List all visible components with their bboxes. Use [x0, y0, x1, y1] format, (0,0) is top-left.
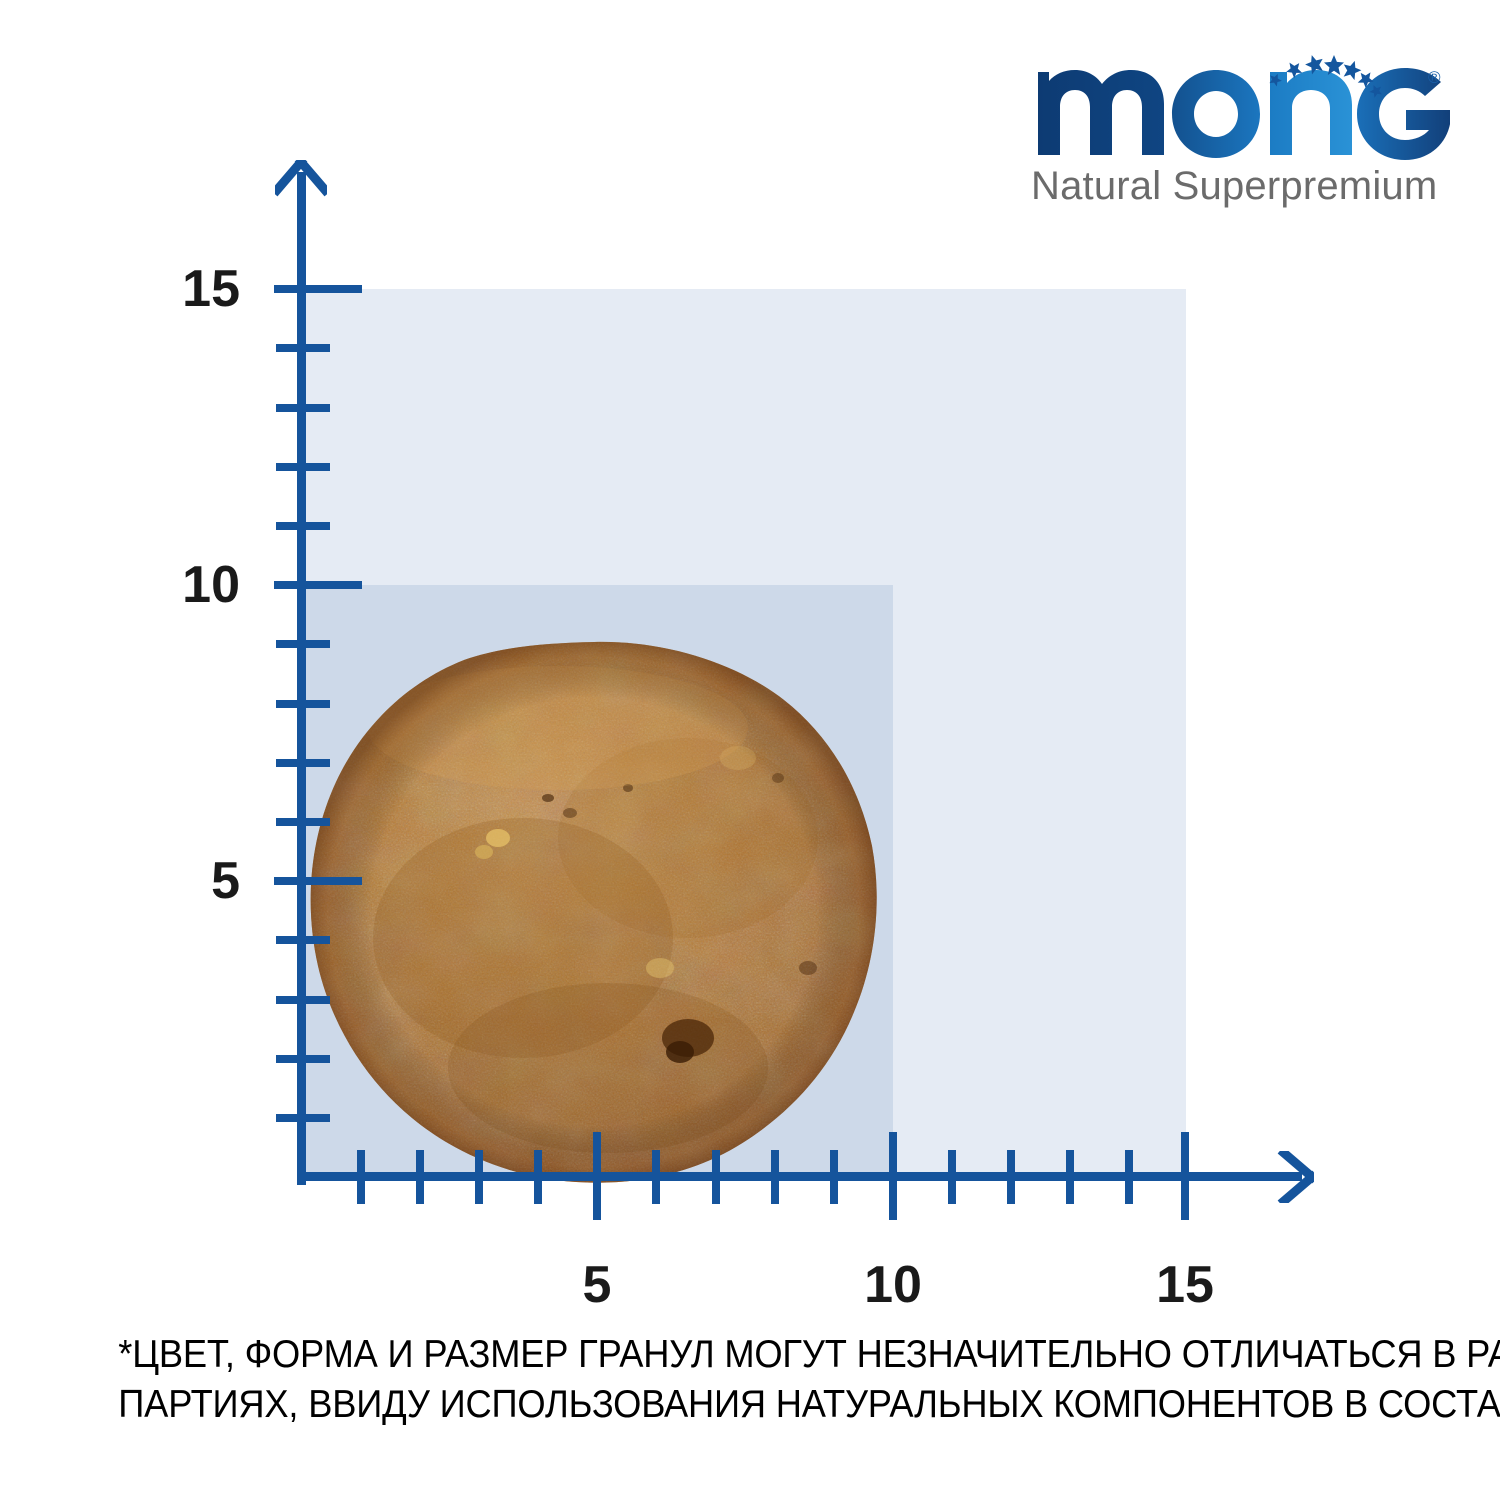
- kibble-sample-image: [310, 641, 877, 1183]
- y-tick-minor-8: [276, 700, 330, 708]
- y-axis-label-15: 15: [182, 260, 240, 318]
- y-tick-minor-14: [276, 344, 330, 352]
- monge-logo: ® Natural Superpremium: [1030, 52, 1450, 212]
- x-tick-minor-14: [1125, 1150, 1133, 1204]
- monge-wordmark-icon: [1038, 68, 1450, 160]
- x-axis-label-5: 5: [582, 1256, 612, 1314]
- brand-tagline: Natural Superpremium: [1031, 164, 1438, 208]
- x-tick-minor-1: [357, 1150, 365, 1204]
- x-axis-label-15: 15: [1156, 1256, 1214, 1314]
- y-axis-line: [297, 172, 306, 1185]
- disclaimer-line-2: ПАРТИЯХ, ВВИДУ ИСПОЛЬЗОВАНИЯ НАТУРАЛЬНЫХ…: [118, 1383, 1500, 1426]
- y-tick-major-15: [274, 285, 362, 293]
- x-axis-line: [297, 1172, 1302, 1181]
- y-tick-minor-11: [276, 522, 330, 530]
- x-tick-minor-13: [1066, 1150, 1074, 1204]
- y-axis-arrow-icon: [275, 160, 327, 197]
- y-tick-minor-3: [276, 996, 330, 1004]
- y-tick-minor-13: [276, 404, 330, 412]
- y-tick-minor-6: [276, 818, 330, 826]
- y-axis-label-10: 10: [182, 556, 240, 614]
- x-axis-label-10: 10: [864, 1256, 922, 1314]
- y-tick-minor-7: [276, 759, 330, 767]
- y-tick-major-10: [274, 581, 362, 589]
- y-axis-label-5: 5: [211, 852, 240, 910]
- x-tick-minor-11: [948, 1150, 956, 1204]
- x-tick-minor-9: [830, 1150, 838, 1204]
- disclaimer-line-1: *ЦВЕТ, ФОРМА И РАЗМЕР ГРАНУЛ МОГУТ НЕЗНА…: [118, 1333, 1500, 1376]
- x-tick-major-5: [593, 1132, 601, 1220]
- disclaimer-caption: *ЦВЕТ, ФОРМА И РАЗМЕР ГРАНУЛ МОГУТ НЕЗНА…: [118, 1330, 1500, 1430]
- x-tick-minor-3: [475, 1150, 483, 1204]
- y-tick-minor-4: [276, 936, 330, 944]
- x-tick-minor-12: [1007, 1150, 1015, 1204]
- y-tick-major-5: [274, 877, 362, 885]
- y-tick-minor-9: [276, 640, 330, 648]
- x-tick-minor-4: [534, 1150, 542, 1204]
- x-axis-arrow-icon: [1277, 1151, 1314, 1203]
- x-tick-minor-6: [652, 1150, 660, 1204]
- registered-trademark-icon: ®: [1428, 68, 1441, 87]
- y-tick-minor-12: [276, 463, 330, 471]
- x-tick-major-15: [1181, 1132, 1189, 1220]
- y-tick-minor-1: [276, 1114, 330, 1122]
- x-tick-minor-8: [771, 1150, 779, 1204]
- monge-stars-icon: [1269, 55, 1382, 98]
- x-tick-major-10: [889, 1132, 897, 1220]
- x-tick-minor-7: [712, 1150, 720, 1204]
- y-tick-minor-2: [276, 1055, 330, 1063]
- x-tick-minor-2: [416, 1150, 424, 1204]
